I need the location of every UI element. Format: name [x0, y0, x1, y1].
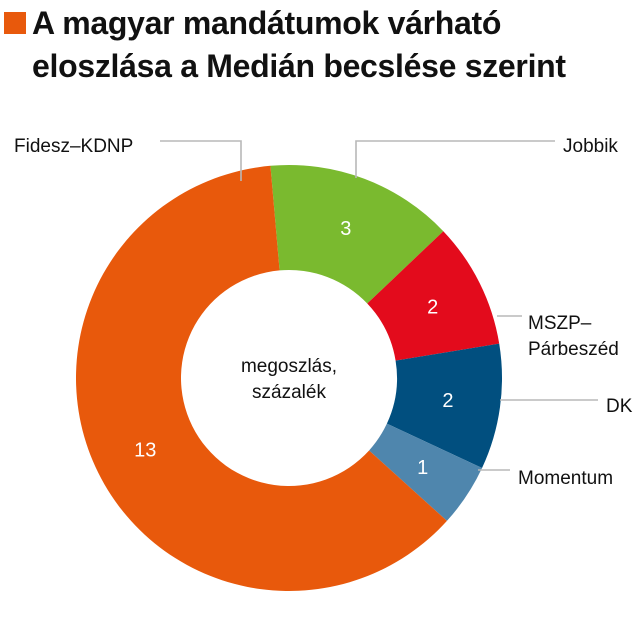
label-mszp-parbeszed-line-2: Párbeszéd — [528, 339, 619, 360]
label-mszp-parbeszed-line-1: MSZP– — [528, 313, 592, 334]
slice-category-labels: Jobbik MSZP– Párbeszéd DK Momentum Fidesz–KDN… — [14, 136, 633, 489]
slice-value-jobbik: 3 — [340, 218, 351, 240]
label-momentum: Momentum — [518, 468, 613, 489]
slice-value-dk: 2 — [442, 390, 453, 412]
slice-dk — [386, 343, 502, 469]
chart-title-line-2: eloszlása a Medián becslése szerint — [32, 48, 566, 84]
label-jobbik: Jobbik — [563, 136, 618, 157]
slice-value-fidesz-kdnp: 13 — [134, 439, 156, 461]
label-fidesz-kdnp: Fidesz–KDNP — [14, 136, 133, 157]
title-marker-square — [4, 12, 26, 34]
donut-center-label: megoszlás, százalék — [241, 356, 337, 403]
donut-slices — [75, 165, 502, 592]
chart-title: A magyar mandátumok várható eloszlása a … — [32, 2, 566, 88]
center-label-line-2: százalék — [252, 382, 326, 403]
leader-lines — [160, 140, 598, 471]
label-dk: DK — [606, 396, 633, 417]
slice-mszp-parbeszed — [367, 231, 500, 361]
leader-line-fidesz-kdnp — [160, 140, 242, 181]
slice-fidesz-kdnp — [75, 165, 447, 592]
slice-momentum — [369, 423, 483, 521]
slice-jobbik — [270, 165, 444, 304]
slice-value-mszp-parbeszed: 2 — [427, 297, 438, 319]
leader-line-jobbik — [355, 140, 555, 178]
slice-value-labels: 3 2 2 1 13 — [134, 218, 453, 479]
center-label-line-1: megoszlás, — [241, 356, 337, 377]
slice-value-momentum: 1 — [417, 457, 428, 479]
chart-title-line-1: A magyar mandátumok várható — [32, 5, 502, 41]
